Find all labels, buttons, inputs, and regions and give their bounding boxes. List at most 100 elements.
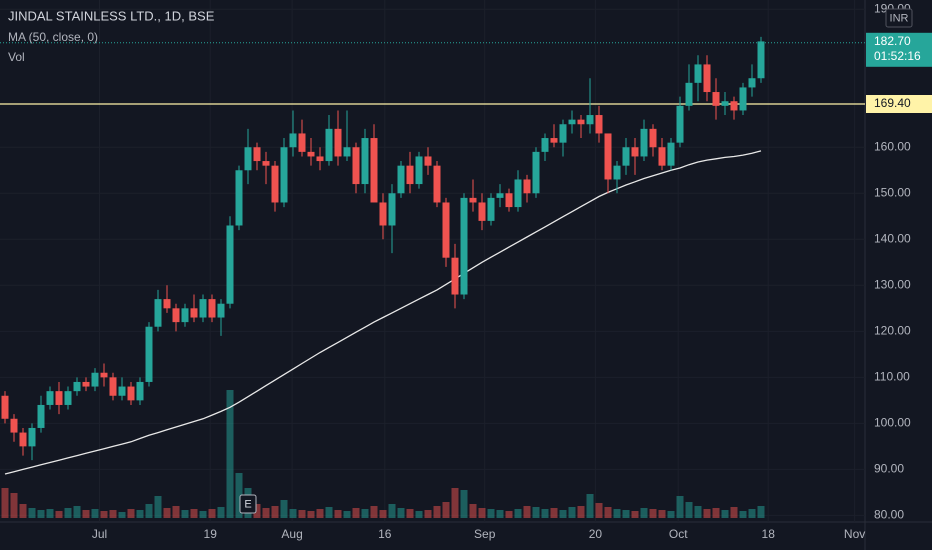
volume-bar [109,510,117,518]
volume-bar [550,508,558,518]
volume-bar [37,510,45,518]
volume-bar [496,510,504,518]
candle-body [748,78,756,88]
candle-body [532,151,540,194]
candle-body [307,151,315,157]
candle-body [658,147,666,166]
candle-body [352,147,360,185]
y-tick-label: 80.00 [874,508,904,522]
candle-body [226,225,234,304]
volume-bar [424,510,432,518]
volume-bar [604,507,612,518]
volume-bar [208,509,216,518]
volume-bar [325,507,333,518]
candle-body [568,119,576,125]
volume-bar [172,506,180,518]
volume-label: Vol [8,50,25,64]
volume-bar [199,511,207,518]
candle-body [667,142,675,166]
volume-bar [478,508,486,518]
volume-bar [685,502,693,518]
candle-body [442,202,450,258]
volume-bar [748,509,756,518]
y-tick-label: 90.00 [874,462,904,476]
volume-bar [433,506,441,518]
y-tick-label: 120.00 [874,323,911,337]
volume-bar [658,510,666,518]
candle-body [460,197,468,295]
candle-body [172,308,180,323]
volume-bar [19,504,27,518]
candle-body [523,179,531,194]
volume-bar [343,511,351,518]
volume-bar [10,493,18,518]
volume-bar [676,496,684,518]
volume-bar [100,511,108,518]
volume-bar [370,506,378,518]
candle-body [343,147,351,157]
volume-bar [298,510,306,518]
volume-bar [145,504,153,518]
candle-body [100,372,108,378]
volume-bar [703,509,711,518]
candle-body [478,202,486,221]
y-tick-label: 150.00 [874,185,911,199]
candle-body [55,391,63,405]
countdown: 01:52:16 [874,49,921,63]
candle-body [541,138,549,152]
candle-body [595,115,603,134]
candle-body [289,133,297,148]
candle-body [622,147,630,166]
x-tick-label: 18 [762,527,776,541]
indicator-label: MA (50, close, 0) [8,30,98,44]
volume-pane [1,390,765,518]
candle-body [109,377,117,396]
candle-body [415,156,423,185]
volume-bar [55,511,63,518]
volume-bar [226,390,234,518]
volume-bar [136,510,144,518]
volume-bar [253,504,261,518]
candle-body [208,299,216,318]
volume-bar [505,511,513,518]
candle-body [136,381,144,401]
volume-bar [46,509,54,518]
candle-body [694,64,702,83]
volume-bar [640,508,648,518]
last-price-label: 182.70 [874,34,911,48]
volume-bar [280,500,288,518]
candle-body [73,381,81,392]
volume-bar [487,509,495,518]
candle-body [271,165,279,203]
candle-body [586,115,594,125]
candle-body [388,193,396,226]
volume-bar [595,503,603,518]
volume-bar [316,509,324,518]
candle-body [199,299,207,318]
volume-bar [694,506,702,518]
candle-body [118,386,126,396]
volume-bar [64,508,72,518]
candle-body [190,308,198,318]
volume-bar [352,508,360,518]
candle-body [37,404,45,428]
currency-box [885,8,913,28]
volume-bar [307,511,315,518]
x-tick-label: Nov [844,527,865,541]
volume-bar [181,510,189,518]
candle-body [676,105,684,143]
volume-bar [118,512,126,518]
volume-bar [451,488,459,518]
candle-body [154,299,162,327]
volume-bar [73,506,81,518]
volume-bar [361,509,369,518]
y-tick-label: 160.00 [874,139,911,153]
candle-body [163,299,171,309]
candle-body [721,101,729,106]
candle-body [514,179,522,208]
candle-body [685,82,693,106]
candle-body [91,372,99,387]
volume-bar [127,509,135,518]
